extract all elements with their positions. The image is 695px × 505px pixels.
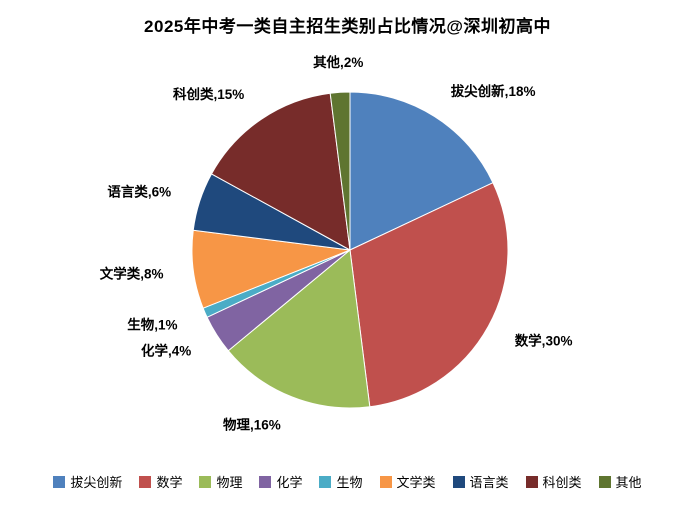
legend-label-2: 物理 xyxy=(216,475,243,490)
legend-swatch-2 xyxy=(199,475,212,488)
legend-swatch-0 xyxy=(53,475,66,488)
legend-swatch-4 xyxy=(319,475,332,488)
pie-slice-1 xyxy=(349,182,509,408)
pie-slice-7 xyxy=(210,92,351,251)
pie-chart: 拔尖创新,18% 数学,30% 物理,16% 化学,4% 生物,1% 文学类,8% 语言类,… xyxy=(100,54,573,433)
legend-swatch-3 xyxy=(259,475,272,488)
legend-item-7: 科创类 xyxy=(525,472,582,491)
legend-item-3: 化学 xyxy=(259,472,302,491)
legend-label-8: 其他 xyxy=(615,475,642,490)
chart-legend: 拔尖创新 数学 物理 化学 生物 文学类 语言类 科创类 其他 xyxy=(0,472,695,491)
pie-slice-0 xyxy=(349,91,494,251)
legend-label-1: 数学 xyxy=(156,475,183,490)
legend-swatch-1 xyxy=(139,475,152,488)
pie-slice-2 xyxy=(227,249,371,409)
legend-item-6: 语言类 xyxy=(452,472,509,491)
slice-label-1: 数学,30% xyxy=(515,332,573,348)
legend-item-8: 其他 xyxy=(598,472,642,491)
slice-label-7: 科创类,15% xyxy=(173,86,244,102)
slice-label-0: 拔尖创新,18% xyxy=(451,83,536,99)
legend-item-1: 数学 xyxy=(139,472,182,491)
slice-label-5: 文学类,8% xyxy=(100,265,164,281)
legend-item-5: 文学类 xyxy=(379,472,436,491)
legend-label-4: 生物 xyxy=(336,475,363,490)
legend-swatch-6 xyxy=(452,475,465,488)
legend-swatch-8 xyxy=(598,475,611,488)
pie-slice-8 xyxy=(329,91,351,251)
legend-label-0: 拔尖创新 xyxy=(70,475,123,490)
legend-item-4: 生物 xyxy=(319,472,363,491)
legend-item-0: 拔尖创新 xyxy=(53,472,122,491)
legend-swatch-5 xyxy=(379,475,392,488)
chart-title: 2025年中考一类自主招生类别占比情况@深圳初高中 xyxy=(144,17,551,36)
slice-label-3: 化学,4% xyxy=(141,342,191,358)
slice-label-4: 生物,1% xyxy=(127,316,177,332)
slice-label-6: 语言类,6% xyxy=(107,184,171,200)
legend-label-5: 文学类 xyxy=(396,475,436,490)
legend-label-6: 语言类 xyxy=(469,475,509,490)
legend-swatch-7 xyxy=(525,475,538,488)
legend-label-7: 科创类 xyxy=(542,475,582,490)
legend-item-2: 物理 xyxy=(199,472,242,491)
slice-label-2: 物理,16% xyxy=(223,417,281,433)
slice-label-8: 其他,2% xyxy=(313,54,363,70)
legend-label-3: 化学 xyxy=(276,475,303,490)
